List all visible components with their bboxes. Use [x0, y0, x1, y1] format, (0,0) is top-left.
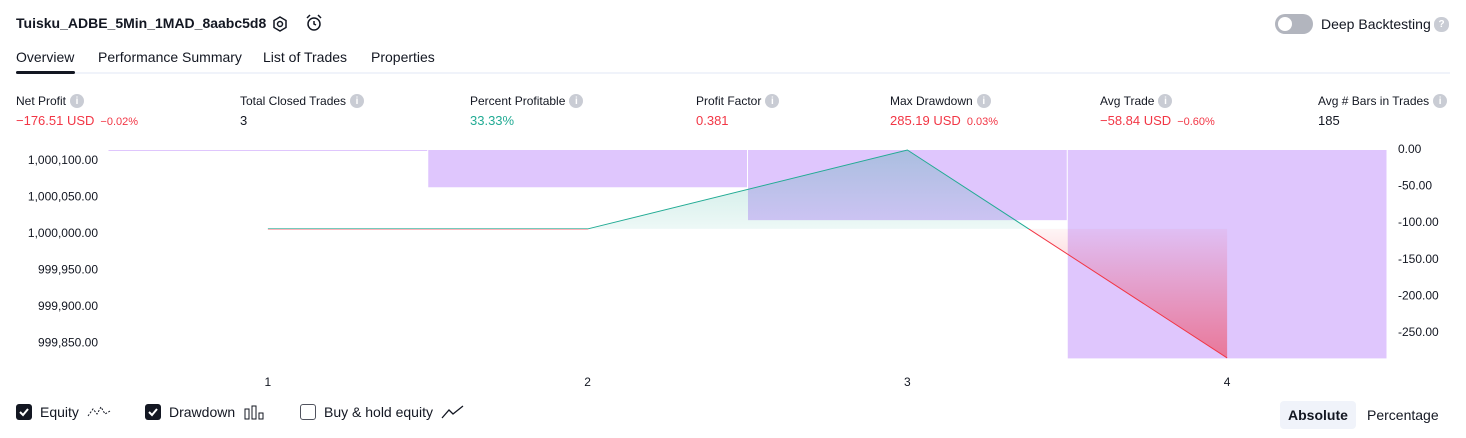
alert-icon[interactable]: [304, 13, 324, 33]
metric-label-text: Total Closed Trades: [240, 94, 347, 108]
y-tick-label: 1,000,050.00: [28, 190, 98, 204]
metric-change: 0.03%: [966, 116, 999, 128]
metric-label-text: Avg # Bars in Trades: [1318, 94, 1430, 108]
y2-tick-label: -50.00: [1398, 179, 1432, 193]
metric-label-text: Percent Profitable: [470, 94, 566, 108]
metric-label-text: Avg Trade: [1100, 94, 1155, 108]
toggle-label: Deep Backtesting: [1321, 16, 1431, 32]
tab-rule: [16, 72, 1450, 74]
y-tick-label: 1,000,000.00: [28, 226, 98, 240]
metric-change: −0.60%: [1177, 116, 1215, 128]
legend-label: Buy & hold equity: [324, 404, 433, 420]
info-icon[interactable]: i: [765, 94, 780, 108]
metric-value: 3: [240, 113, 247, 128]
tab[interactable]: List of Trades: [263, 49, 348, 65]
drawdown-bar: [108, 150, 428, 151]
metric-label-text: Net Profit: [16, 94, 67, 108]
legend-icon: [87, 404, 111, 420]
metric-value: 285.19 USD 0.03%: [890, 113, 998, 128]
metric-label: Percent Profitable i: [470, 94, 584, 108]
metric-label: Net Profit i: [16, 94, 85, 108]
equity-line: [267, 149, 1228, 359]
metric-value-text: 185: [1318, 113, 1340, 128]
legend-label: Equity: [40, 404, 79, 420]
scale-button[interactable]: Absolute: [1280, 401, 1356, 429]
checkbox[interactable]: [300, 404, 316, 420]
metric-value-text: 33.33%: [470, 113, 515, 128]
help-icon[interactable]: ?: [1434, 17, 1449, 32]
y-tick-label: 1,000,100.00: [28, 153, 98, 167]
scale-button[interactable]: Percentage: [1367, 407, 1439, 423]
x-tick-label: 2: [584, 375, 591, 389]
metric-label: Max Drawdown i: [890, 94, 991, 108]
y2-tick-label: 0.00: [1398, 142, 1422, 156]
x-tick-label: 3: [904, 375, 911, 389]
info-icon[interactable]: i: [976, 94, 991, 108]
strategy-title: Tuisku_ADBE_5Min_1MAD_8aabc5d8: [16, 15, 267, 31]
info-icon[interactable]: i: [350, 94, 365, 108]
metric-label-text: Profit Factor: [696, 94, 762, 108]
legend-icon: [441, 404, 465, 420]
x-tick-label: 1: [265, 375, 272, 389]
y2-tick-label: -100.00: [1398, 215, 1439, 229]
legend-item[interactable]: Buy & hold equity: [300, 404, 465, 420]
info-icon[interactable]: i: [70, 94, 85, 108]
x-tick-label: 4: [1224, 375, 1231, 389]
y2-tick-label: -150.00: [1398, 252, 1439, 266]
active-tab-underline: [16, 71, 75, 74]
equity-chart: 1,000,100.00 1,000,050.00 1,000,000.00 999,…: [28, 142, 1439, 389]
metric-label: Total Closed Trades i: [240, 94, 365, 108]
metric-value-text: 285.19 USD: [890, 113, 961, 128]
metric-label-text: Max Drawdown: [890, 94, 973, 108]
metric-value-text: 3: [240, 113, 248, 128]
drawdown-bar: [428, 150, 747, 188]
metric-change: −0.02%: [100, 116, 139, 128]
legend-item[interactable]: Drawdown: [145, 404, 267, 420]
y2-tick-label: -250.00: [1398, 325, 1439, 339]
tab[interactable]: Overview: [16, 49, 75, 65]
y-tick-label: 999,950.00: [38, 263, 98, 277]
metric-value: 33.33%: [470, 113, 514, 128]
y-tick-label: 999,850.00: [38, 336, 98, 350]
deep-backtesting-toggle[interactable]: [1275, 14, 1313, 34]
metric-label: Avg Trade i: [1100, 94, 1173, 108]
info-icon[interactable]: i: [1158, 94, 1173, 108]
tab[interactable]: Properties: [371, 49, 435, 65]
settings-icon[interactable]: [270, 14, 290, 34]
info-icon[interactable]: i: [1433, 94, 1448, 108]
metric-value: 0.381: [696, 113, 729, 128]
metric-label: Avg # Bars in Trades i: [1318, 94, 1448, 108]
metric-value-text: −58.84 USD: [1100, 113, 1172, 128]
metric-label: Profit Factor i: [696, 94, 780, 108]
metric-value-text: −176.51 USD: [16, 113, 95, 128]
tab[interactable]: Performance Summary: [98, 49, 242, 65]
checkbox[interactable]: [145, 404, 161, 420]
info-icon[interactable]: i: [569, 94, 584, 108]
metric-value: −176.51 USD −0.02%: [16, 113, 138, 128]
legend-icon: [243, 404, 267, 420]
metric-value: −58.84 USD −0.60%: [1100, 113, 1215, 128]
legend-label: Drawdown: [169, 404, 236, 420]
checkbox[interactable]: [16, 404, 32, 420]
y-tick-label: 999,900.00: [38, 299, 98, 313]
metric-value-text: 0.381: [696, 113, 729, 128]
legend-item[interactable]: Equity: [16, 404, 111, 420]
metric-value: 185: [1318, 113, 1340, 128]
y2-tick-label: -200.00: [1398, 288, 1439, 302]
